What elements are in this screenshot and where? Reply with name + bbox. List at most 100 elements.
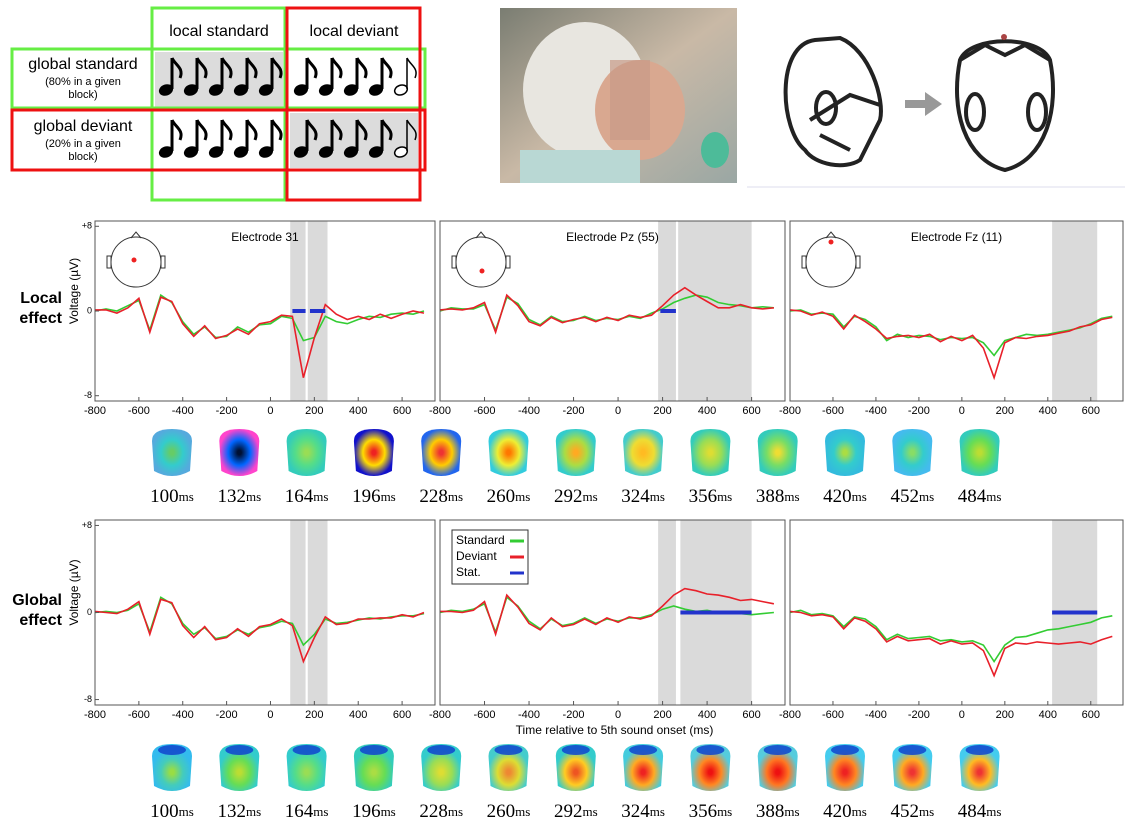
x-tick-label: 600: [393, 709, 411, 721]
x-tick-label: -800: [779, 709, 801, 721]
x-tick-label: -800: [84, 709, 106, 721]
electrode-dot: [131, 257, 137, 263]
note-flag: [220, 119, 233, 141]
erp-line: [95, 296, 425, 378]
topomap: [623, 744, 664, 791]
mask: [701, 132, 729, 168]
time-unit: ms: [784, 804, 799, 819]
topomap: [825, 429, 865, 476]
topomap: [623, 429, 664, 476]
head-side: [783, 35, 883, 168]
topomap-time: 132ms: [217, 486, 261, 507]
x-tick-label: -200: [563, 709, 585, 721]
topomap: [152, 744, 192, 791]
topomap-time: 228ms: [419, 801, 463, 822]
topomap: [286, 429, 327, 476]
y-tick-label: 0: [87, 607, 92, 617]
time-unit: ms: [448, 804, 463, 819]
electrode-title: Electrode Pz (55): [566, 230, 659, 244]
note-flag: [380, 57, 393, 79]
frame-green: [150, 6, 287, 202]
topomap-cap: [898, 745, 927, 755]
time-value: 356: [689, 486, 718, 507]
row-effect-label: Global effect: [12, 591, 62, 629]
design-table: [10, 6, 427, 202]
column-header: local standard: [169, 23, 269, 40]
topomap-time: 292ms: [554, 486, 598, 507]
row-note: (80% in a given block): [45, 76, 121, 101]
ear: [1026, 92, 1048, 132]
topomap-time: 260ms: [487, 486, 531, 507]
topomap-time: 164ms: [285, 486, 329, 507]
head-inset: [110, 236, 162, 288]
x-tick-label: 200: [305, 709, 323, 721]
note-flag: [270, 119, 283, 141]
topomap-time: 260ms: [487, 801, 531, 822]
row-effect-label: Local effect: [19, 290, 62, 327]
note-flag: [406, 57, 417, 79]
time-unit: ms: [986, 489, 1001, 504]
time-unit: ms: [179, 489, 194, 504]
time-value: 196: [352, 801, 381, 822]
topomap-time: 420ms: [823, 801, 867, 822]
row-note: (20% in a given block): [45, 138, 121, 163]
note-flag: [170, 57, 183, 79]
topomap: [959, 429, 1000, 476]
time-value: 324: [621, 801, 650, 822]
topomap: [421, 744, 462, 791]
x-tick-label: -600: [474, 709, 496, 721]
time-unit: ms: [246, 489, 261, 504]
head-top-detail: [958, 42, 1052, 62]
topomap-cap: [427, 745, 456, 755]
shaded-window: [658, 520, 676, 705]
charts: -800 -600 -400 -200 0 200 400 600+80-8Electrode…: [67, 220, 1124, 737]
topomap-time: 388ms: [756, 486, 800, 507]
time-value: 420: [823, 801, 852, 822]
topomap: [353, 429, 394, 476]
x-tick-label: 400: [349, 405, 367, 417]
time-value: 100: [150, 801, 179, 822]
x-tick-label: 0: [959, 709, 965, 721]
time-unit: ms: [381, 489, 396, 504]
topomap-time: 452ms: [890, 486, 934, 507]
x-axis-label: Time relative to 5th sound onset (ms): [516, 723, 714, 737]
shaded-window: [678, 221, 752, 401]
erp-line: [94, 598, 425, 664]
x-tick-label: -400: [518, 405, 540, 417]
topomap-time: 132ms: [217, 801, 261, 822]
note-flag: [245, 57, 258, 79]
x-tick-label: 200: [653, 405, 671, 417]
note-flag: [355, 57, 368, 79]
plot-frame: [439, 220, 786, 402]
note-flag: [330, 119, 343, 141]
time-unit: ms: [582, 804, 597, 819]
x-tick-label: -400: [172, 405, 194, 417]
note-flag: [330, 57, 343, 79]
x-tick-label: -400: [518, 709, 540, 721]
time-unit: ms: [717, 489, 732, 504]
note-flag: [355, 119, 368, 141]
topomap: [219, 744, 260, 791]
time-value: 260: [487, 486, 516, 507]
x-tick-label: 200: [653, 709, 671, 721]
y-tick-label: +8: [82, 221, 92, 231]
note-flag: [406, 119, 417, 141]
blur: [610, 60, 650, 140]
time-value: 260: [487, 801, 516, 822]
shaded-window: [1052, 221, 1098, 401]
topomap-cap: [158, 745, 186, 755]
topomap-time: 100ms: [150, 486, 194, 507]
time-value: 132: [217, 486, 246, 507]
note-flag: [270, 57, 283, 79]
head-ear: [505, 255, 511, 269]
topomap: [959, 744, 1000, 791]
topomap-cap: [696, 745, 725, 755]
topomap-time: 196ms: [352, 486, 396, 507]
head-nose: [130, 231, 142, 239]
frame-green: [10, 47, 427, 110]
time-unit: ms: [650, 804, 665, 819]
time-value: 388: [756, 486, 785, 507]
topomap-time: 228ms: [419, 486, 463, 507]
x-tick-label: -600: [128, 709, 150, 721]
